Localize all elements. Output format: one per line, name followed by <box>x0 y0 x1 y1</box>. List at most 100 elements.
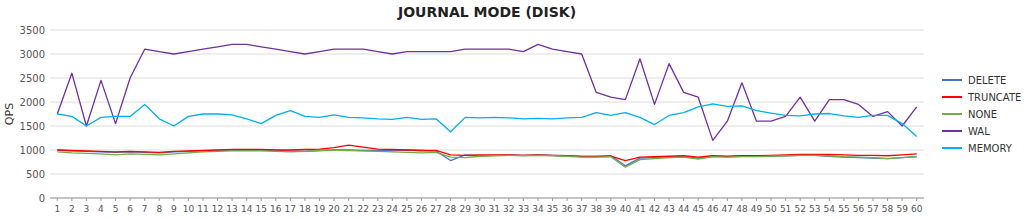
x-tick-label: 4 <box>98 204 104 214</box>
y-tick-label: 1500 <box>20 121 45 132</box>
x-tick <box>436 198 437 201</box>
x-tick-label: 58 <box>882 204 894 214</box>
x-tick <box>814 198 815 201</box>
legend-swatch <box>942 113 962 115</box>
x-tick <box>508 198 509 201</box>
x-tick-label: 52 <box>794 204 805 214</box>
x-tick <box>261 198 262 201</box>
x-tick-label: 24 <box>387 204 399 214</box>
x-tick-label: 59 <box>896 204 908 214</box>
x-tick <box>130 198 131 201</box>
x-tick <box>217 198 218 201</box>
series-line <box>57 104 916 137</box>
x-tick-label: 23 <box>372 204 383 214</box>
legend-swatch <box>942 147 962 149</box>
x-tick <box>377 198 378 201</box>
x-tick-label: 50 <box>765 204 777 214</box>
legend-label: DELETE <box>968 75 1006 86</box>
legend-swatch <box>942 130 962 132</box>
x-tick <box>304 198 305 201</box>
x-tick-label: 12 <box>212 204 223 214</box>
x-tick-label: 36 <box>561 204 573 214</box>
x-tick-label: 45 <box>692 204 703 214</box>
x-tick <box>100 198 101 201</box>
x-tick-label: 2 <box>69 204 75 214</box>
x-tick-label: 27 <box>430 204 441 214</box>
x-tick-label: 49 <box>751 204 763 214</box>
series-line <box>57 150 916 167</box>
x-tick-label: 13 <box>226 204 237 214</box>
x-tick-label: 60 <box>911 204 923 214</box>
x-tick <box>392 198 393 201</box>
x-tick-label: 51 <box>780 204 791 214</box>
y-tick-label: 500 <box>26 169 45 180</box>
x-tick <box>275 198 276 201</box>
grid-line <box>50 30 924 31</box>
x-tick <box>290 198 291 201</box>
x-tick-label: 32 <box>503 204 514 214</box>
legend-swatch <box>942 79 962 81</box>
x-tick-label: 11 <box>197 204 208 214</box>
x-tick <box>86 198 87 201</box>
x-tick-label: 40 <box>620 204 632 214</box>
x-tick <box>902 198 903 201</box>
grid-line <box>50 198 924 199</box>
x-tick-label: 38 <box>591 204 603 214</box>
x-tick-label: 41 <box>634 204 645 214</box>
x-tick-label: 48 <box>736 204 748 214</box>
grid-line <box>50 102 924 103</box>
grid-line <box>50 78 924 79</box>
x-tick-label: 8 <box>156 204 162 214</box>
x-tick-label: 43 <box>663 204 674 214</box>
x-tick <box>756 198 757 201</box>
x-tick <box>698 198 699 201</box>
x-tick <box>144 198 145 201</box>
x-tick-label: 37 <box>576 204 587 214</box>
x-tick <box>916 198 917 201</box>
x-tick-label: 44 <box>678 204 690 214</box>
grid <box>50 30 924 198</box>
x-tick-label: 26 <box>416 204 428 214</box>
x-tick <box>858 198 859 201</box>
x-tick-label: 25 <box>401 204 412 214</box>
x-tick-label: 6 <box>127 204 133 214</box>
x-tick-label: 47 <box>722 204 733 214</box>
x-tick <box>173 198 174 201</box>
x-tick <box>712 198 713 201</box>
y-tick-label: 1000 <box>20 145 45 156</box>
x-tick-label: 7 <box>142 204 148 214</box>
y-axis-label: QPS <box>3 103 16 125</box>
x-tick <box>334 198 335 201</box>
grid-line <box>50 54 924 55</box>
x-tick <box>654 198 655 201</box>
legend-label: WAL <box>968 126 990 137</box>
x-tick-label: 5 <box>113 204 119 214</box>
x-axis-line <box>50 198 924 199</box>
x-tick-label: 33 <box>518 204 529 214</box>
x-tick <box>800 198 801 201</box>
y-tick-label: 3500 <box>20 25 45 36</box>
x-tick-label: 57 <box>867 204 878 214</box>
grid-line <box>50 126 924 127</box>
grid-line <box>50 150 924 151</box>
x-tick-label: 55 <box>838 204 849 214</box>
x-tick <box>494 198 495 201</box>
x-tick-label: 16 <box>270 204 282 214</box>
x-tick-label: 3 <box>84 204 90 214</box>
x-tick-label: 1 <box>54 204 60 214</box>
x-tick-label: 18 <box>299 204 311 214</box>
x-tick <box>57 198 58 201</box>
x-tick <box>188 198 189 201</box>
grid-line <box>50 174 924 175</box>
x-tick <box>450 198 451 201</box>
x-tick <box>479 198 480 201</box>
x-tick <box>596 198 597 201</box>
x-tick <box>610 198 611 201</box>
x-tick-label: 10 <box>183 204 195 214</box>
x-tick-label: 29 <box>459 204 471 214</box>
x-tick <box>319 198 320 201</box>
x-tick-label: 35 <box>547 204 558 214</box>
x-tick-label: 31 <box>489 204 500 214</box>
chart: JOURNAL MODE (DISK)QPS050010001500200025… <box>0 0 1024 220</box>
x-tick <box>552 198 553 201</box>
